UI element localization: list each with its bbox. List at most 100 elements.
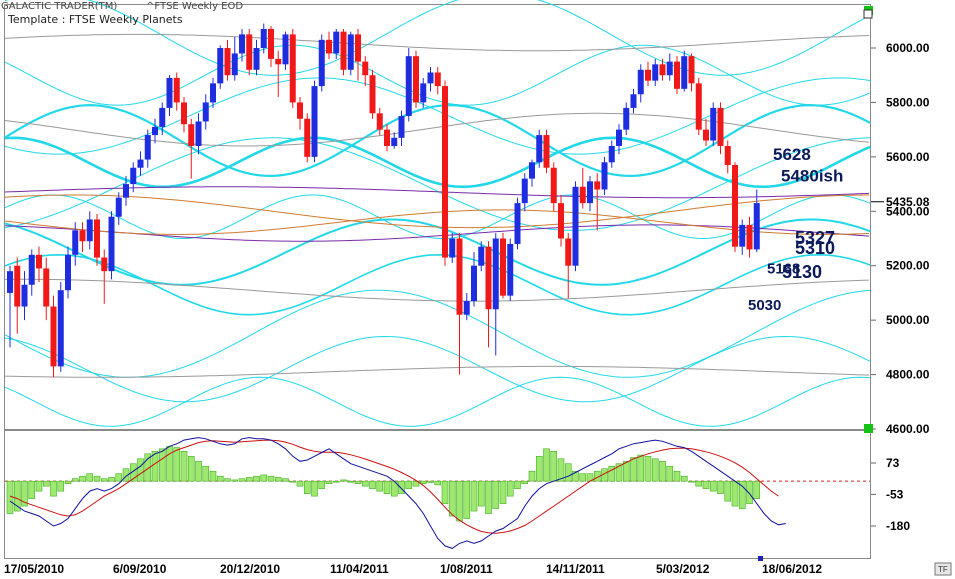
planetary-lines — [4, 33, 870, 378]
histogram-bar — [557, 458, 565, 482]
scroll-bottom-button[interactable] — [864, 424, 873, 433]
candle-body — [326, 39, 332, 54]
candle-body — [79, 230, 86, 242]
candle-body — [21, 284, 28, 307]
cyan-band-4 — [4, 289, 871, 378]
candle-body — [434, 72, 441, 87]
histogram-bar — [311, 480, 318, 497]
candle-body — [427, 72, 434, 84]
histogram-bar — [325, 480, 333, 484]
histogram-bar — [180, 450, 188, 482]
histogram-bar — [224, 478, 231, 482]
candle-body — [405, 56, 412, 117]
candle-body — [108, 216, 115, 272]
planetary-line-2 — [4, 194, 869, 229]
histogram-bar — [695, 480, 703, 487]
candle-body — [674, 61, 680, 89]
candle-body — [463, 301, 470, 315]
candle-body — [630, 94, 637, 108]
candle-body — [65, 254, 71, 291]
histogram-bar — [680, 475, 688, 482]
oscillator-axis: 73 -53 -180 — [871, 456, 910, 533]
price-axis: 6000.00 5800.00 5600.00 5400.00 5200.00 5000.… — [871, 41, 930, 436]
histogram-bar — [282, 478, 289, 482]
app-title: GALACTIC TRADER(TM) — [1, 1, 118, 12]
candle-body — [442, 86, 448, 258]
candle-body — [608, 145, 615, 163]
histogram-bar — [441, 480, 449, 504]
cyan-band-5 — [4, 335, 871, 403]
histogram-bar — [470, 480, 478, 512]
candle-body — [28, 254, 35, 285]
candle-body — [717, 107, 724, 146]
restore-icon[interactable] — [863, 9, 873, 19]
candle-body — [94, 219, 100, 258]
level-label: 5480ish — [781, 167, 843, 186]
histogram-bar — [6, 480, 14, 514]
candle-body — [130, 167, 137, 185]
histogram-bar — [543, 448, 550, 482]
candle-body — [289, 34, 296, 103]
candle-body — [536, 135, 543, 163]
histogram-bar — [666, 465, 674, 482]
candle-body — [420, 83, 427, 103]
last-price-label: 5435.08 — [886, 195, 930, 209]
histogram-bar — [506, 480, 514, 497]
cyan-band-9 — [4, 77, 871, 155]
level-label: 5327 — [795, 228, 835, 248]
candle-body — [362, 61, 369, 76]
candle-body — [181, 102, 187, 125]
candle-body — [14, 265, 21, 307]
tf-button-label: TF — [938, 565, 948, 574]
histogram-bar — [332, 480, 340, 483]
histogram-bar — [173, 447, 181, 482]
candle-body — [652, 64, 659, 81]
level-label: 5628 — [773, 145, 811, 164]
candle-body — [376, 113, 383, 130]
candle-body — [36, 254, 42, 269]
candle-body — [601, 162, 608, 190]
candle-body — [239, 34, 245, 54]
candle-body — [275, 58, 282, 65]
histogram-bar — [369, 480, 376, 489]
y-tick-label: 5600.00 — [886, 150, 930, 164]
candle-body — [695, 83, 702, 130]
histogram-bar — [79, 475, 86, 482]
cyan-planetary-bands — [4, 0, 871, 427]
candle-body — [333, 31, 340, 54]
candle-body — [485, 246, 492, 310]
tf-button[interactable] — [934, 562, 952, 576]
histogram-bar — [688, 480, 695, 483]
candle-body — [318, 39, 325, 87]
histogram-bar — [42, 480, 50, 487]
x-tick-label: 11/04/2011 — [330, 562, 389, 576]
candle-body — [268, 28, 274, 59]
candle-body — [724, 145, 731, 166]
y-tick-label: 4600.00 — [886, 422, 930, 436]
candle-body — [355, 34, 361, 62]
histogram-bar — [746, 480, 753, 504]
histogram-bar — [608, 465, 616, 482]
candle-body — [710, 107, 717, 141]
time-cursor-marker[interactable] — [758, 556, 763, 561]
histogram-bar — [238, 478, 246, 482]
x-tick-label: 14/11/2011 — [546, 562, 605, 576]
histogram-bar — [303, 480, 311, 494]
candle-body — [340, 31, 347, 70]
histogram-bar — [405, 480, 413, 489]
histogram-bar — [209, 470, 217, 482]
candle-body — [195, 121, 202, 146]
histogram-bar — [100, 478, 108, 482]
histogram-bar — [499, 480, 507, 504]
candle-body — [579, 186, 586, 204]
candle-body — [253, 48, 260, 70]
histogram-bar — [644, 455, 652, 482]
planetary-line-3 — [4, 209, 870, 235]
candle-body — [304, 118, 311, 157]
histogram-bar — [144, 453, 152, 482]
candle-body — [449, 238, 456, 258]
candle-body — [500, 238, 506, 296]
histogram-bar — [477, 480, 485, 507]
candle-body — [507, 243, 514, 296]
candle-body — [616, 129, 622, 146]
